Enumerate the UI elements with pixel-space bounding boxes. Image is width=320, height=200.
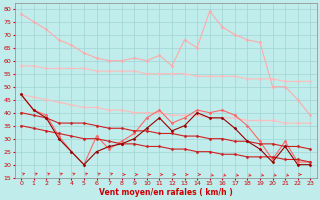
X-axis label: Vent moyen/en rafales ( km/h ): Vent moyen/en rafales ( km/h ) (99, 188, 233, 197)
